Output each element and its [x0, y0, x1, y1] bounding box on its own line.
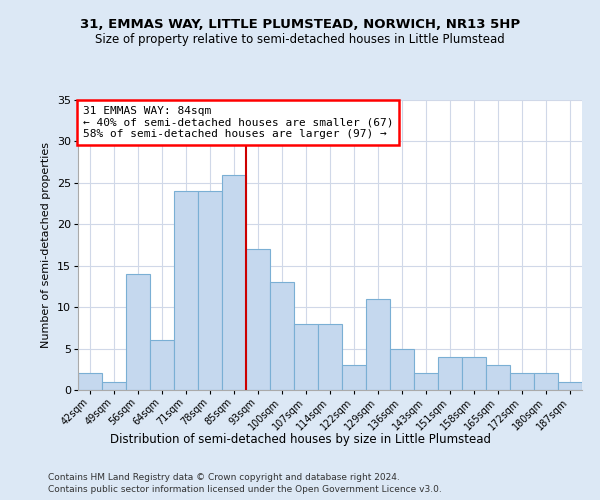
Text: Size of property relative to semi-detached houses in Little Plumstead: Size of property relative to semi-detach… — [95, 32, 505, 46]
Bar — [222, 174, 246, 390]
Bar — [150, 340, 174, 390]
Bar — [534, 374, 558, 390]
Y-axis label: Number of semi-detached properties: Number of semi-detached properties — [41, 142, 52, 348]
Text: 31 EMMAS WAY: 84sqm
← 40% of semi-detached houses are smaller (67)
58% of semi-d: 31 EMMAS WAY: 84sqm ← 40% of semi-detach… — [83, 106, 394, 139]
Bar — [318, 324, 342, 390]
Bar — [342, 365, 366, 390]
Text: Distribution of semi-detached houses by size in Little Plumstead: Distribution of semi-detached houses by … — [110, 432, 491, 446]
Text: Contains public sector information licensed under the Open Government Licence v3: Contains public sector information licen… — [48, 485, 442, 494]
Bar — [78, 374, 102, 390]
Bar — [270, 282, 294, 390]
Text: 31, EMMAS WAY, LITTLE PLUMSTEAD, NORWICH, NR13 5HP: 31, EMMAS WAY, LITTLE PLUMSTEAD, NORWICH… — [80, 18, 520, 30]
Bar — [102, 382, 126, 390]
Bar — [366, 299, 390, 390]
Text: Contains HM Land Registry data © Crown copyright and database right 2024.: Contains HM Land Registry data © Crown c… — [48, 472, 400, 482]
Bar — [462, 357, 486, 390]
Bar — [294, 324, 318, 390]
Bar — [198, 191, 222, 390]
Bar — [438, 357, 462, 390]
Bar — [246, 249, 270, 390]
Bar — [390, 348, 414, 390]
Bar — [126, 274, 150, 390]
Bar — [486, 365, 510, 390]
Bar — [174, 191, 198, 390]
Bar — [558, 382, 582, 390]
Bar — [510, 374, 534, 390]
Bar — [414, 374, 438, 390]
